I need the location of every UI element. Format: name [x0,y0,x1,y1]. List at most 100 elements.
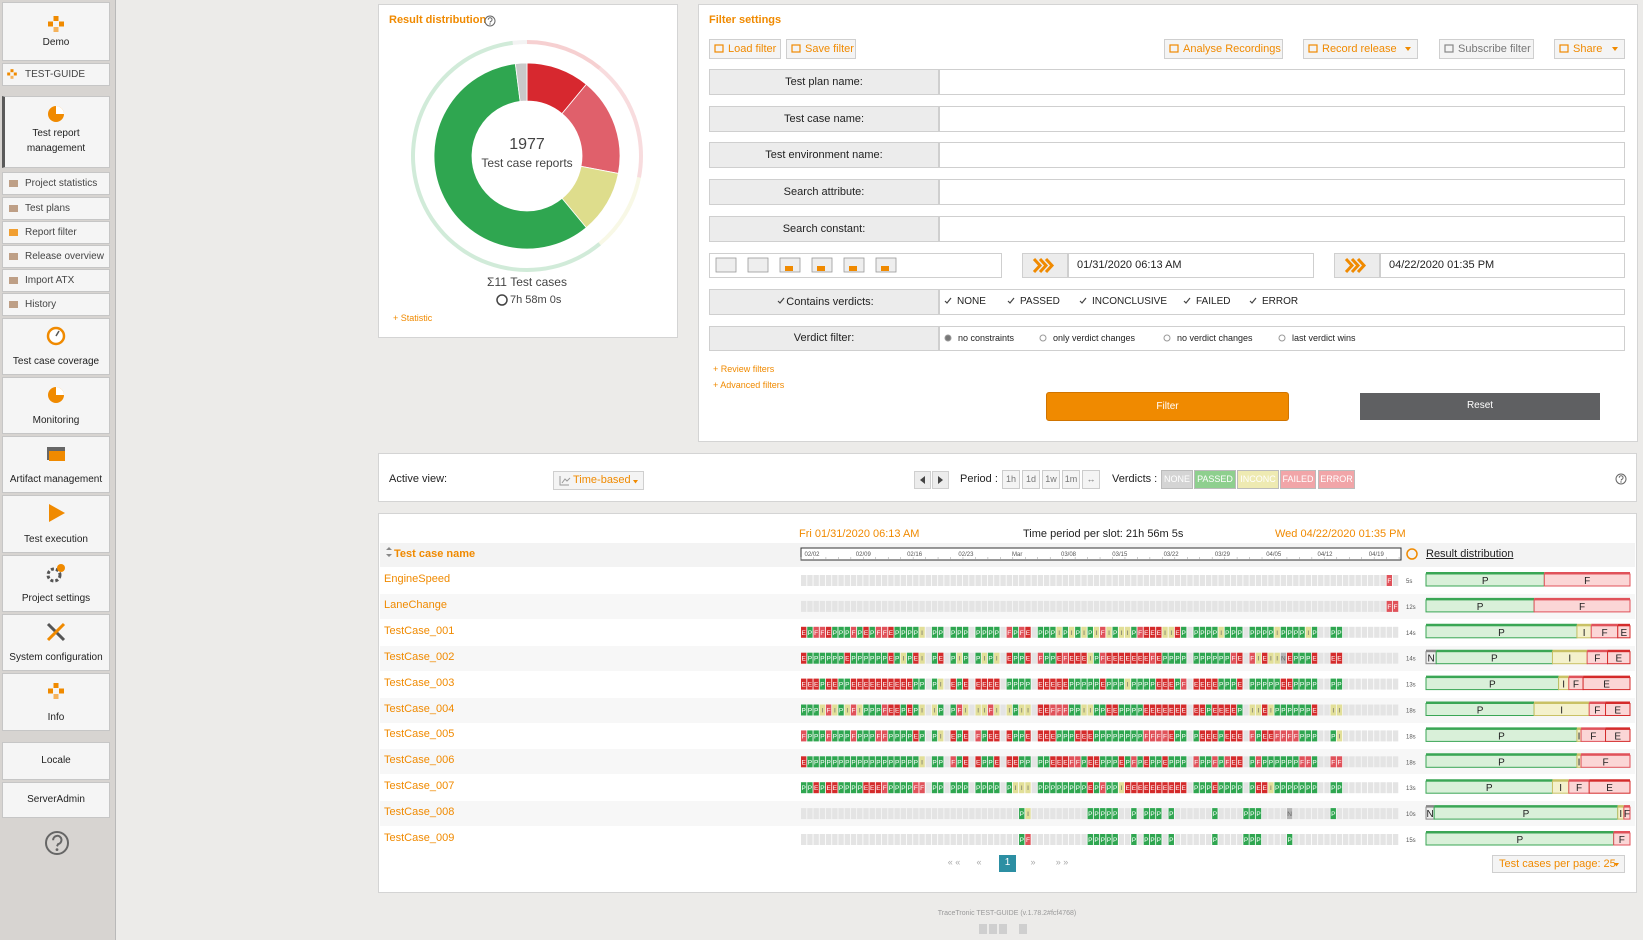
pagination-button[interactable]: » [1030,857,1036,867]
verdict-checkbox-label[interactable]: NONE [957,296,986,307]
nav-label[interactable]: Test execution [24,534,88,545]
verdict-chip[interactable]: NONE [1161,470,1193,489]
test-case-name[interactable]: TestCase_009 [384,832,455,844]
test-case-name[interactable]: TestCase_003 [384,676,455,689]
nav-home[interactable] [2,2,110,61]
nav-item[interactable] [2,555,110,612]
nav-label[interactable]: System configuration [9,652,103,663]
text-input[interactable] [939,69,1625,95]
pagination-button[interactable]: « « [947,857,961,867]
toolbar-button[interactable]: Share [1554,39,1625,59]
filter-title: Filter settings [709,14,782,26]
text-input[interactable] [939,179,1625,206]
nav-subitem[interactable]: History [2,293,110,316]
period-label: Period : [960,473,998,485]
nav-label[interactable]: Test case coverage [12,356,100,367]
test-case-name[interactable]: TestCase_002 [384,650,455,663]
date-input[interactable]: 01/31/2020 06:13 AM [1068,253,1314,278]
date-nav-button[interactable] [1334,253,1380,278]
verdict-checkbox-label[interactable]: FAILED [1196,296,1231,307]
period-start: Fri 01/31/2020 06:13 AM [799,528,920,540]
toolbar-button[interactable]: Subscribe filter [1439,39,1534,59]
field-label: Search constant: [709,215,939,242]
statistic-link[interactable]: + Statistic [393,313,433,323]
nav-item[interactable]: Locale [2,742,110,780]
nav-arrow-button[interactable] [914,471,931,489]
nav-label[interactable]: Artifact management [9,474,103,485]
nav-item[interactable] [2,673,110,731]
verdict-chip[interactable]: FAILED [1280,470,1316,489]
test-case-name[interactable]: TestCase_001 [384,624,455,637]
date-input[interactable]: 04/22/2020 01:35 PM [1380,253,1625,278]
verdict-chip[interactable]: PASSED [1194,470,1236,489]
period-button[interactable]: 1h [1002,470,1020,489]
nav-label[interactable]: Monitoring [32,415,80,426]
test-case-name[interactable]: TestCase_008 [384,806,455,819]
reset-button[interactable]: Reset [1360,393,1600,420]
footer-logo [989,924,997,934]
period-button[interactable]: ↔ [1082,470,1100,489]
total-count: 1977 [509,136,545,153]
filter-link[interactable]: + Review filters [713,364,775,374]
period-end: Wed 04/22/2020 01:35 PM [1275,528,1406,540]
test-case-name[interactable]: TestCase_004 [384,702,455,715]
brand-label[interactable]: Demo [42,37,70,48]
verdict-chip[interactable]: INCONC [1237,470,1279,489]
filter-link[interactable]: + Advanced filters [713,380,785,390]
nav-subitem[interactable]: Test plans [2,197,110,220]
period-button[interactable]: 1m [1062,470,1080,489]
date-nav-button[interactable] [1022,253,1068,278]
date-picker-bar[interactable] [709,253,1002,278]
verdicts-box [939,289,1625,315]
verdict-checkbox-label[interactable]: INCONCLUSIVE [1092,296,1168,307]
page-size-select[interactable]: Test cases per page: 25 [1492,855,1625,873]
verdict-filter-option[interactable]: no constraints [958,333,1015,343]
text-input[interactable] [939,142,1625,169]
name-header[interactable]: Test case name [394,548,476,560]
nav-arrow-button[interactable] [932,471,949,489]
nav-item[interactable] [2,377,110,434]
active-view-label: Active view: [389,473,448,485]
test-case-name[interactable]: TestCase_007 [384,780,455,793]
test-case-name[interactable]: TestCase_006 [384,754,455,767]
text-input[interactable] [939,215,1625,242]
total-label: Test case reports [481,156,573,170]
period-button[interactable]: 1d [1022,470,1040,489]
nav-subitem[interactable]: Project statistics [2,172,110,195]
verdict-chip[interactable]: ERROR [1318,470,1355,489]
nav-subitem[interactable]: Import ATX [2,269,110,292]
nav-project[interactable]: TEST-GUIDE [2,63,110,86]
test-case-name[interactable]: EngineSpeed [384,573,451,585]
nav-label[interactable]: Info [47,712,65,723]
nav-item[interactable] [2,436,110,493]
pagination-button[interactable]: » » [1055,857,1069,867]
filter-button[interactable]: Filter [1046,392,1289,421]
toolbar-button[interactable]: Load filter [709,39,781,59]
verdict-filter-option[interactable]: only verdict changes [1053,333,1136,343]
toolbar-button[interactable]: Analyse Recordings [1164,39,1283,59]
pagination-button[interactable]: 1 [999,855,1016,872]
nav-subitem[interactable]: Report filter [2,221,110,244]
verdict-filter-option[interactable]: no verdict changes [1177,333,1253,343]
toolbar-button[interactable]: Record release [1303,39,1418,59]
duration: 7h 58m 0s [510,294,562,306]
distribution-header[interactable]: Result distribution [1426,548,1514,560]
slot-length: Time period per slot: 21h 56m 5s [1023,528,1184,540]
period-button[interactable]: 1w [1042,470,1060,489]
test-case-name[interactable]: LaneChange [384,598,448,611]
nav-item[interactable]: ServerAdmin [2,782,110,818]
verdict-checkbox-label[interactable]: ERROR [1262,296,1299,307]
nav-subitem[interactable]: Release overview [2,245,110,268]
test-case-name[interactable]: TestCase_005 [384,728,455,741]
verdict-filter-label: Verdict filter: [709,326,939,351]
nav-label[interactable]: Test report management [26,128,86,154]
active-view-select[interactable]: Time-based [553,471,644,490]
verdict-checkbox-label[interactable]: PASSED [1020,296,1060,307]
pagination-button[interactable]: « [976,857,982,867]
field-label: Test environment name: [709,142,939,169]
nav-label[interactable]: Project settings [21,593,91,604]
verdict-filter-option[interactable]: last verdict wins [1292,333,1356,343]
toolbar-button[interactable]: Save filter [786,39,856,59]
text-input[interactable] [939,105,1625,132]
